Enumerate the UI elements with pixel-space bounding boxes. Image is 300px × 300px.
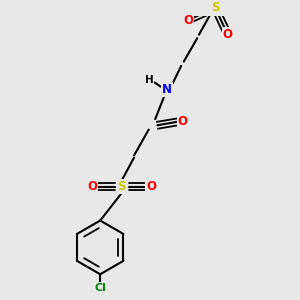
- Text: Cl: Cl: [94, 283, 106, 293]
- Text: O: O: [146, 180, 156, 193]
- Text: O: O: [223, 28, 232, 41]
- Text: S: S: [211, 2, 220, 14]
- Text: S: S: [118, 180, 126, 193]
- Text: O: O: [178, 115, 188, 128]
- Text: H: H: [145, 75, 154, 85]
- Text: O: O: [87, 180, 98, 193]
- Text: N: N: [162, 83, 172, 96]
- Text: O: O: [184, 14, 194, 26]
